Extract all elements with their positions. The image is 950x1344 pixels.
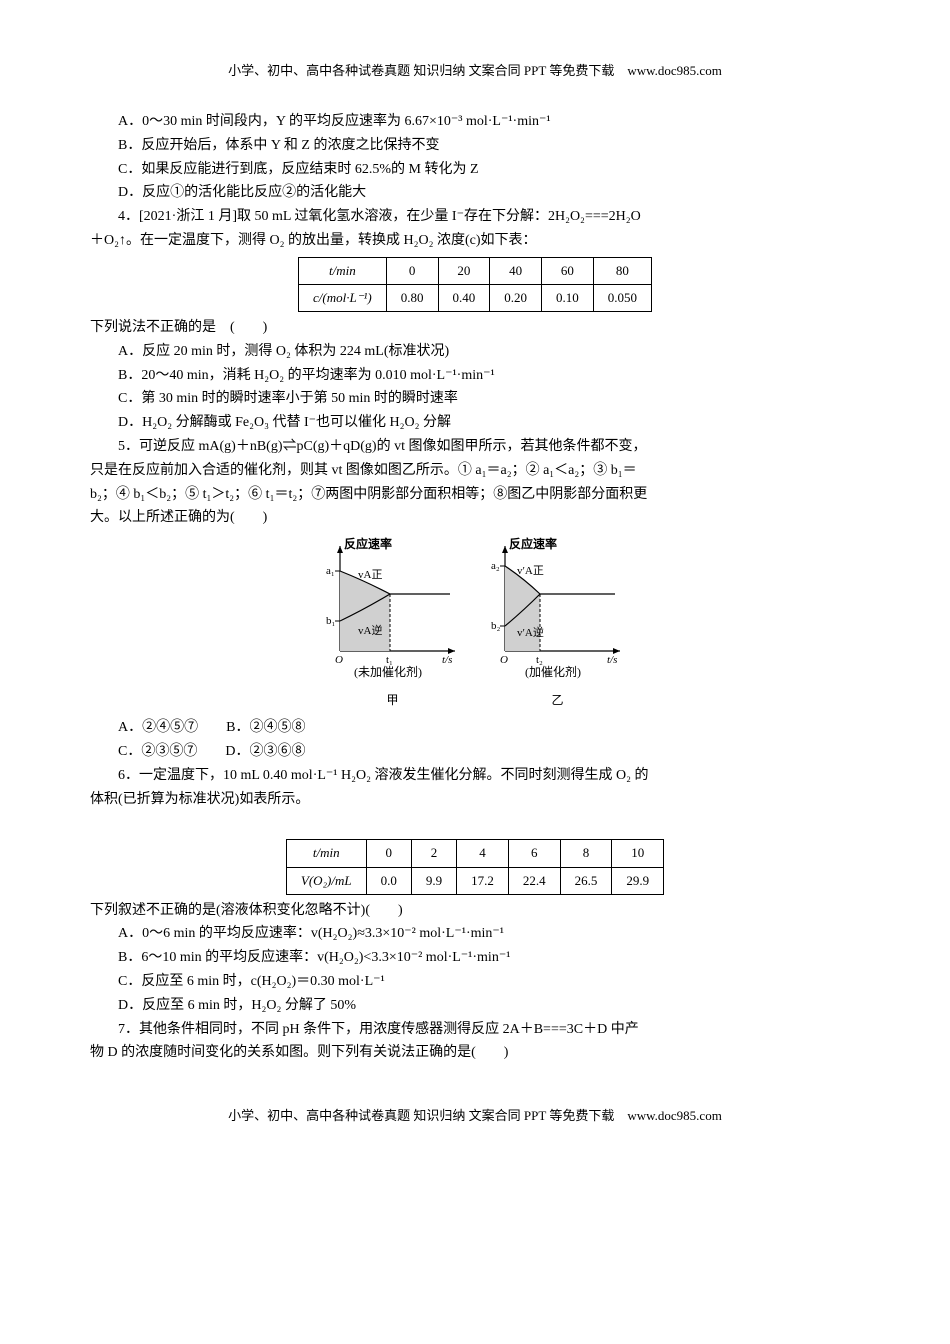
table-row: t/min 0 20 40 60 80	[298, 257, 651, 284]
cell: 17.2	[457, 867, 509, 894]
label-a2: a₂	[491, 560, 500, 572]
cell: 0	[366, 840, 411, 867]
q6-stem-2: 体积(已折算为标准状况)如表所示。	[90, 788, 860, 812]
label-vap: vA正	[358, 569, 382, 581]
table-row: t/min 0 2 4 6 8 10	[286, 840, 663, 867]
q5-opts-cd: C．②③⑤⑦ D．②③⑥⑧	[90, 740, 860, 764]
cell: 29.9	[612, 867, 664, 894]
cell: 6	[508, 840, 560, 867]
q4-opt-b: B．20～40 min，消耗 H₂O₂ 的平均速率为 0.010 mol·L⁻¹…	[90, 364, 860, 388]
table-row: V(O₂)/mL 0.0 9.9 17.2 22.4 26.5 29.9	[286, 867, 663, 894]
row-label: t/min	[286, 840, 366, 867]
cell: 20	[438, 257, 490, 284]
cell: 0	[386, 257, 438, 284]
q5-stem-3: b₂；④ b₁＜b₂；⑤ t₁＞t₂；⑥ t₁＝t₂；⑦两图中阴影部分面积相等；…	[90, 483, 860, 507]
row-label: V(O₂)/mL	[286, 867, 366, 894]
q5-fig-b: 反应速率 a₂ b₂ v′A正 v′A逆 t₂ O t/s (加催化剂) 乙	[485, 536, 630, 710]
q6-stem-1: 6．一定温度下，10 mL 0.40 mol·L⁻¹ H₂O₂ 溶液发生催化分解…	[90, 764, 860, 788]
page-footer: 小学、初中、高中各种试卷真题 知识归纳 文案合同 PPT 等免费下载 www.d…	[90, 1105, 860, 1127]
row-label: t/min	[298, 257, 386, 284]
cell: 0.40	[438, 284, 490, 311]
q4-stem-1: 4．[2021·浙江 1 月]取 50 mL 过氧化氢水溶液，在少量 I⁻存在下…	[90, 205, 860, 229]
fig-caption: (未加催化剂)	[354, 664, 422, 679]
q5-fig-a: 反应速率 a₁ b₁ vA正 vA逆 t₁ O t/s (未加催化剂) 甲	[320, 536, 465, 710]
cell: 10	[612, 840, 664, 867]
q6-opt-a: A．0～6 min 的平均反应速率：v(H₂O₂)≈3.3×10⁻² mol·L…	[90, 922, 860, 946]
q6-table: t/min 0 2 4 6 8 10 V(O₂)/mL 0.0 9.9 17.2…	[286, 839, 664, 894]
q4-table: t/min 0 20 40 60 80 c/(mol·L⁻¹) 0.80 0.4…	[298, 257, 652, 312]
label-van: v′A逆	[517, 625, 544, 639]
q6-lead: 下列叙述不正确的是(溶液体积变化忽略不计)( )	[90, 899, 860, 923]
q5-stem-4: 大。以上所述正确的为( )	[90, 506, 860, 530]
q4-lead: 下列说法不正确的是 ( )	[90, 316, 860, 340]
q5-stem-1: 5．可逆反应 mA(g)＋nB(g)⇌pC(g)＋qD(g)的 v­t 图像如图…	[90, 435, 860, 459]
cell: 2	[411, 840, 456, 867]
fig-sublabel: 乙	[485, 690, 630, 710]
label-vap: v′A正	[517, 565, 544, 577]
x-axis-label: t/s	[442, 654, 452, 666]
svg-text:O: O	[500, 654, 508, 666]
x-axis-label: t/s	[607, 654, 617, 666]
cell: 22.4	[508, 867, 560, 894]
cell: 0.10	[542, 284, 594, 311]
cell: 60	[542, 257, 594, 284]
fig-caption: (加催化剂)	[525, 664, 581, 679]
y-axis-label: 反应速率	[509, 536, 557, 551]
q7-stem-1: 7．其他条件相同时，不同 pH 条件下，用浓度传感器测得反应 2A＋B===3C…	[90, 1018, 860, 1042]
cell: 40	[490, 257, 542, 284]
cell: 9.9	[411, 867, 456, 894]
cell: 8	[560, 840, 612, 867]
page-header: 小学、初中、高中各种试卷真题 知识归纳 文案合同 PPT 等免费下载 www.d…	[90, 60, 860, 82]
cell: 0.80	[386, 284, 438, 311]
cell: 0.20	[490, 284, 542, 311]
q3-opt-b: B．反应开始后，体系中 Y 和 Z 的浓度之比保持不变	[90, 134, 860, 158]
cell: 80	[593, 257, 651, 284]
fig-sublabel: 甲	[320, 690, 465, 710]
q3-opt-d: D．反应①的活化能比反应②的活化能大	[90, 181, 860, 205]
y-axis-label: 反应速率	[344, 536, 392, 551]
q4-opt-a: A．反应 20 min 时，测得 O₂ 体积为 224 mL(标准状况)	[90, 340, 860, 364]
cell: 0.050	[593, 284, 651, 311]
table-row: c/(mol·L⁻¹) 0.80 0.40 0.20 0.10 0.050	[298, 284, 651, 311]
label-van: vA逆	[358, 623, 382, 637]
q6-opt-d: D．反应至 6 min 时，H₂O₂ 分解了 50%	[90, 994, 860, 1018]
q4-stem-2: ＋O₂↑。在一定温度下，测得 O₂ 的放出量，转换成 H₂O₂ 浓度(c)如下表…	[90, 229, 860, 253]
q5-stem-2: 只是在反应前加入合适的催化剂，则其 v­t 图像如图乙所示。① a₁＝a₂；② …	[90, 459, 860, 483]
label-b2: b₂	[491, 620, 501, 632]
svg-text:O: O	[335, 654, 343, 666]
cell: 0.0	[366, 867, 411, 894]
cell: 26.5	[560, 867, 612, 894]
label-b1: b₁	[326, 615, 336, 627]
q5-figures: 反应速率 a₁ b₁ vA正 vA逆 t₁ O t/s (未加催化剂) 甲	[90, 536, 860, 710]
label-a1: a₁	[326, 565, 335, 577]
q6-opt-c: C．反应至 6 min 时，c(H₂O₂)＝0.30 mol·L⁻¹	[90, 970, 860, 994]
q3-opt-c: C．如果反应能进行到底，反应结束时 62.5%的 M 转化为 Z	[90, 158, 860, 182]
q3-opt-a: A．0～30 min 时间段内，Y 的平均反应速率为 6.67×10⁻³ mol…	[90, 110, 860, 134]
q4-opt-d: D．H₂O₂ 分解酶或 Fe₂O₃ 代替 I⁻也可以催化 H₂O₂ 分解	[90, 411, 860, 435]
q7-stem-2: 物 D 的浓度随时间变化的关系如图。则下列有关说法正确的是( )	[90, 1041, 860, 1065]
cell: 4	[457, 840, 509, 867]
q6-opt-b: B．6～10 min 的平均反应速率：v(H₂O₂)<3.3×10⁻² mol·…	[90, 946, 860, 970]
q4-opt-c: C．第 30 min 时的瞬时速率小于第 50 min 时的瞬时速率	[90, 387, 860, 411]
q5-opts-ab: A．②④⑤⑦ B．②④⑤⑧	[90, 716, 860, 740]
row-label: c/(mol·L⁻¹)	[298, 284, 386, 311]
